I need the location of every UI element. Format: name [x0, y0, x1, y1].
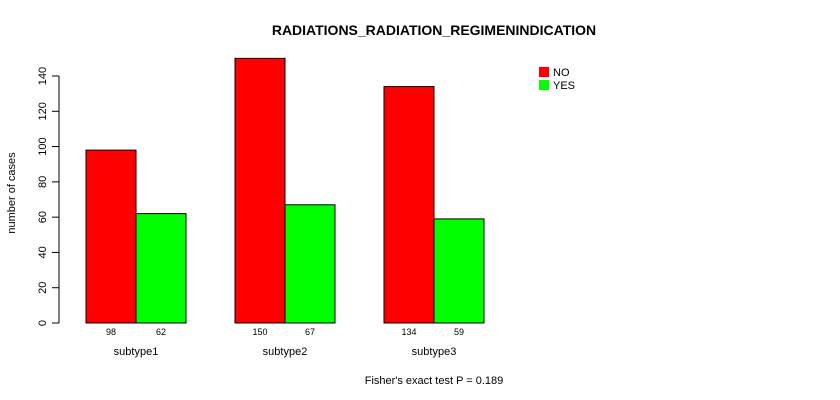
y-tick-label: 100 [37, 137, 49, 155]
bar-value-labels: 98 62 150 67 134 59 [106, 327, 464, 337]
bar-value-subtype2-no: 150 [252, 327, 267, 337]
legend-swatch-no [539, 67, 549, 77]
legend-label-yes: YES [553, 80, 575, 92]
bar-value-subtype3-no: 134 [401, 327, 416, 337]
y-tick-label: 0 [37, 320, 49, 326]
bar-subtype1-no [85, 149, 137, 324]
y-axis-ticks: 0 20 40 60 80 100 120 140 [37, 67, 59, 326]
bar-value-subtype2-yes: 67 [305, 327, 315, 337]
y-tick-label: 40 [37, 246, 49, 258]
y-axis-label: number of cases [6, 152, 18, 234]
bar-value-subtype1-yes: 62 [156, 327, 166, 337]
category-label-subtype1: subtype1 [114, 346, 159, 358]
bar-subtype2-no [234, 57, 286, 324]
bar-subtype1-yes [135, 213, 187, 324]
category-label-subtype3: subtype3 [412, 346, 457, 358]
bar-subtype3-yes [433, 218, 485, 324]
chart-title: RADIATIONS_RADIATION_REGIMENINDICATION [272, 22, 596, 38]
y-tick-label: 120 [37, 102, 49, 120]
y-tick-label: 20 [37, 282, 49, 294]
bar-value-subtype1-no: 98 [106, 327, 116, 337]
x-axis-category-labels: subtype1 subtype2 subtype3 [114, 346, 457, 358]
bar-value-subtype3-yes: 59 [454, 327, 464, 337]
fisher-test-label: Fisher's exact test P = 0.189 [365, 375, 504, 387]
category-label-subtype2: subtype2 [263, 346, 308, 358]
bars-group [85, 57, 485, 324]
y-tick-label: 140 [37, 67, 49, 85]
y-tick-label: 80 [37, 176, 49, 188]
legend-label-no: NO [553, 67, 570, 79]
legend-swatch-yes [539, 80, 549, 90]
bar-subtype3-no [383, 86, 435, 324]
y-tick-label: 60 [37, 211, 49, 223]
bar-subtype2-yes [284, 204, 336, 324]
